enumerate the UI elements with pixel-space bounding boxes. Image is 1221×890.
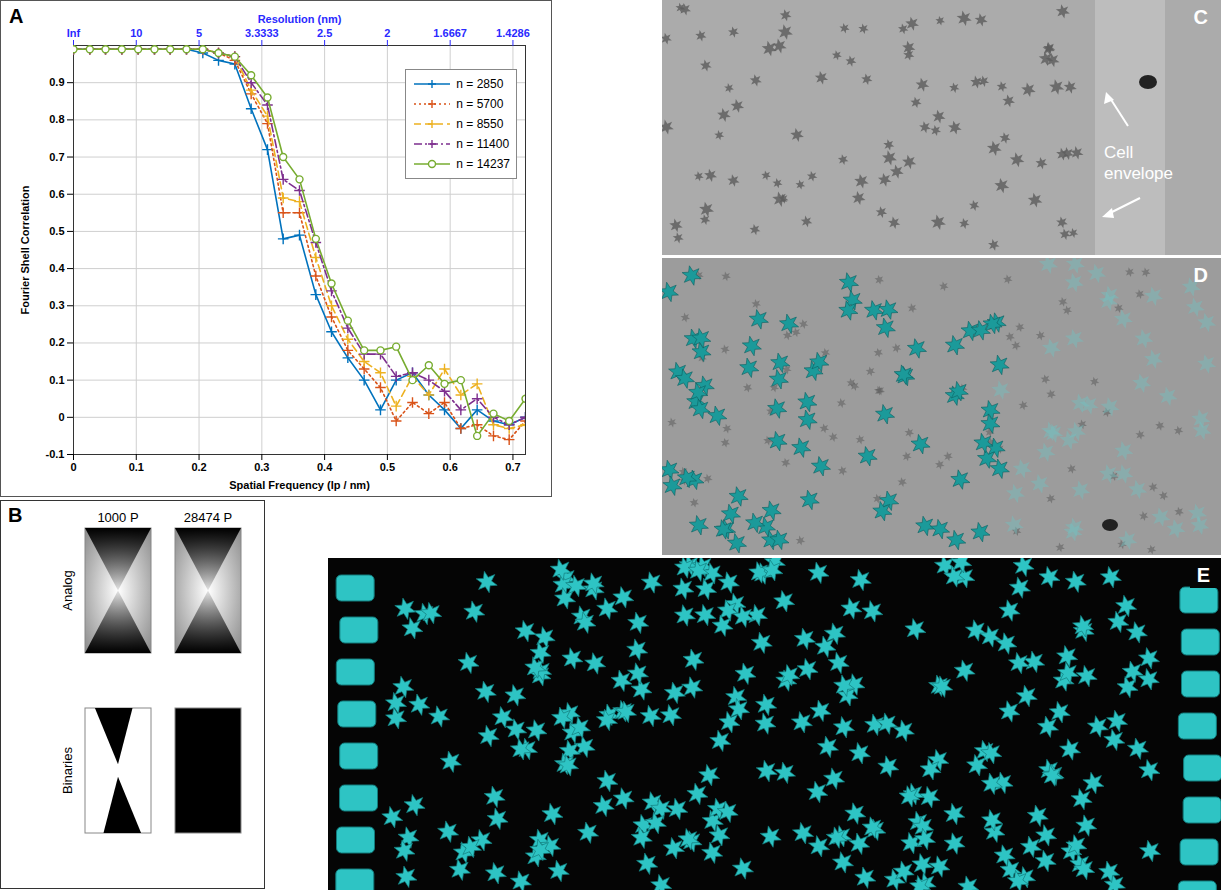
html-text:n = 8550: n = 8550	[456, 117, 504, 131]
svg-text:Resolution (nm): Resolution (nm)	[258, 13, 342, 25]
svg-text:Cellenvelope: Cellenvelope	[1104, 143, 1173, 183]
html-text:n = 2850: n = 2850	[456, 77, 504, 91]
svg-text:Analog: Analog	[60, 570, 75, 610]
svg-text:0.1: 0.1	[129, 461, 144, 473]
svg-text:28474 P: 28474 P	[184, 510, 232, 525]
svg-text:0.8: 0.8	[49, 113, 64, 125]
svg-text:Spatial Frequency (lp / nm): Spatial Frequency (lp / nm)	[229, 479, 370, 491]
svg-text:D: D	[1194, 264, 1208, 286]
svg-text:0.1: 0.1	[49, 374, 64, 386]
svg-text:1.4286: 1.4286	[496, 27, 530, 39]
svg-text:0.2: 0.2	[49, 336, 64, 348]
svg-text:Inf: Inf	[67, 27, 81, 39]
svg-text:0.9: 0.9	[49, 76, 64, 88]
svg-text:0.5: 0.5	[380, 461, 395, 473]
svg-text:1.6667: 1.6667	[433, 27, 467, 39]
svg-text:0.7: 0.7	[49, 151, 64, 163]
svg-text:0.6: 0.6	[443, 461, 458, 473]
svg-text:0.3: 0.3	[49, 299, 64, 311]
svg-text:2: 2	[384, 27, 390, 39]
html-text:n = 11400: n = 11400	[456, 137, 510, 151]
svg-text:0.6: 0.6	[49, 188, 64, 200]
svg-text:10: 10	[130, 27, 142, 39]
svg-text:E: E	[1197, 564, 1210, 586]
svg-text:3.3333: 3.3333	[245, 27, 279, 39]
svg-text:-0.1: -0.1	[46, 448, 65, 460]
svg-text:0.7: 0.7	[505, 461, 520, 473]
svg-text:0: 0	[70, 461, 76, 473]
svg-text:2.5: 2.5	[317, 27, 332, 39]
svg-text:5: 5	[196, 27, 202, 39]
svg-text:Fourier Shell Correlation: Fourier Shell Correlation	[19, 185, 31, 314]
svg-text:B: B	[8, 504, 22, 526]
html-text:n = 14237: n = 14237	[456, 157, 510, 171]
svg-text:0.4: 0.4	[317, 461, 333, 473]
svg-text:0: 0	[58, 411, 64, 423]
svg-text:0.3: 0.3	[254, 461, 269, 473]
svg-text:0.5: 0.5	[49, 225, 64, 237]
svg-text:0.2: 0.2	[191, 461, 206, 473]
svg-text:C: C	[1194, 6, 1208, 28]
html-text:n = 5700: n = 5700	[456, 97, 504, 111]
svg-text:Binaries: Binaries	[60, 747, 75, 794]
svg-text:0.4: 0.4	[49, 262, 65, 274]
svg-text:1000 P: 1000 P	[97, 510, 138, 525]
html-text:A: A	[9, 5, 24, 27]
